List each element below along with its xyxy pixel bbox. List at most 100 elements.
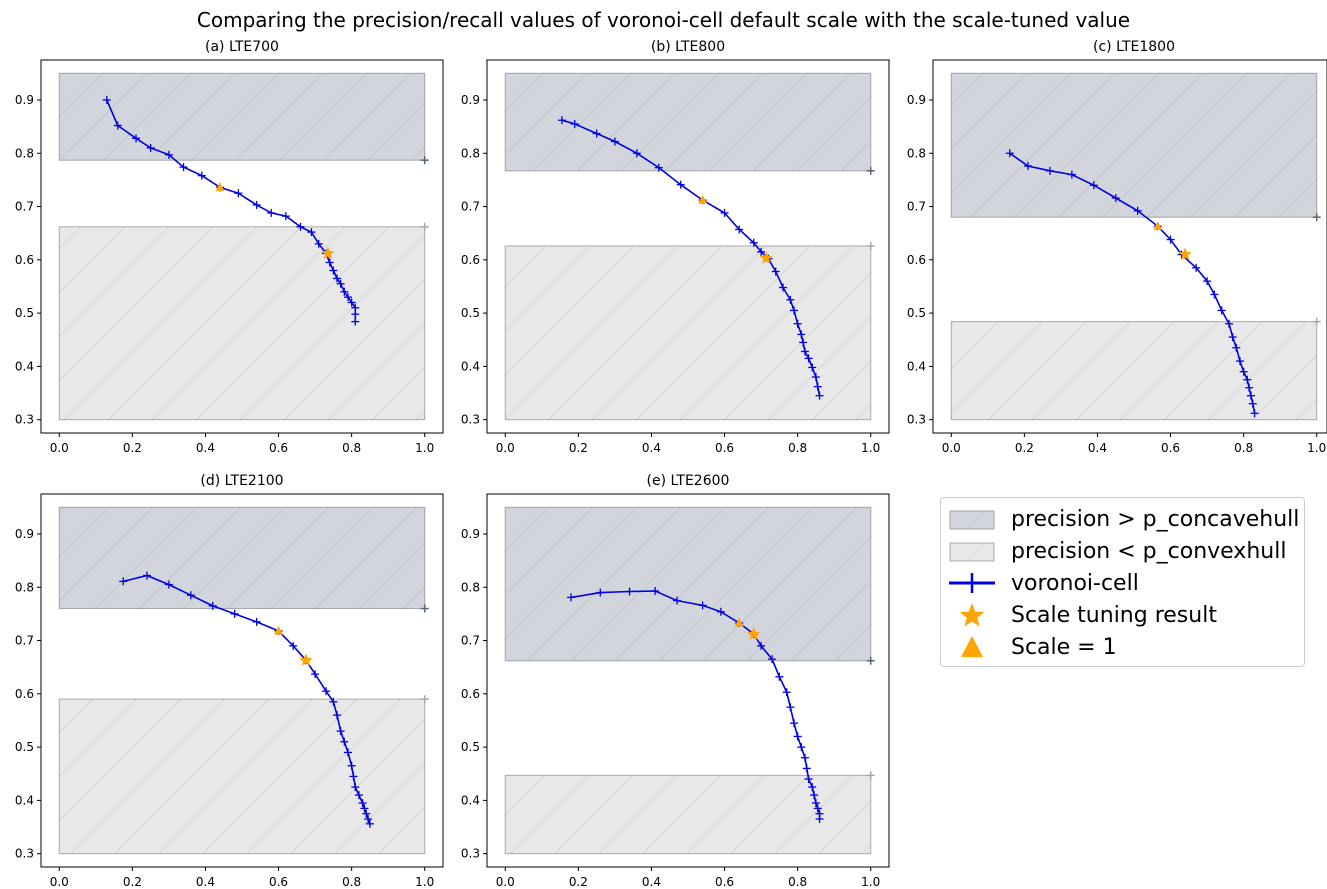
triangle-icon <box>949 632 995 662</box>
x-tick-label: 0.8 <box>788 875 807 889</box>
legend-item-scale-tuning: Scale tuning result <box>949 600 1217 630</box>
data-point <box>1089 181 1098 190</box>
data-point <box>1225 319 1234 328</box>
data-point <box>351 783 360 792</box>
plot-area <box>58 506 429 855</box>
data-point <box>720 208 729 217</box>
convex-hull-marker <box>420 222 429 231</box>
scale-tuning-marker <box>747 627 761 640</box>
subplot-title: (b) LTE800 <box>651 39 725 55</box>
data-point <box>1243 375 1252 384</box>
x-tick-label: 1.0 <box>1307 441 1326 455</box>
subplot-title: (d) LTE2100 <box>200 473 283 489</box>
data-point <box>811 799 820 808</box>
data-point <box>252 200 261 209</box>
figure-title: Comparing the precision/recall values of… <box>196 8 1131 32</box>
legend-item-scale-one: Scale = 1 <box>949 632 1117 662</box>
data-point <box>775 672 784 681</box>
data-point <box>1228 333 1237 342</box>
data-point <box>782 688 791 697</box>
x-tick-label: 0.0 <box>50 441 69 455</box>
scale-one-marker <box>274 625 284 635</box>
x-tick-label: 0.8 <box>1234 441 1253 455</box>
data-point <box>314 239 323 248</box>
y-tick-label: 0.7 <box>461 634 480 648</box>
concave-region <box>504 72 872 172</box>
y-tick-label: 0.7 <box>15 634 34 648</box>
data-point <box>325 258 334 267</box>
subplot-4: (d) LTE2100 0.0 0.2 0.4 0.6 0.8 1.0 0.3 0.4 0.5 0.… <box>15 473 444 889</box>
legend-label: precision > p_concavehull <box>1011 506 1300 532</box>
x-tick-label: 0.8 <box>788 441 807 455</box>
data-point <box>347 761 356 770</box>
scale-one-marker <box>698 195 708 204</box>
data-point <box>1232 343 1241 352</box>
legend: precision > p_concavehull precision < p_… <box>940 497 1305 667</box>
data-point <box>230 609 239 618</box>
data-point <box>365 819 374 828</box>
data-point <box>789 719 798 728</box>
data-point <box>364 815 373 824</box>
data-point <box>757 247 766 256</box>
data-point <box>804 354 813 363</box>
data-point <box>267 208 276 217</box>
data-point <box>347 298 356 307</box>
y-tick-label: 0.9 <box>15 527 34 541</box>
data-point <box>789 306 798 315</box>
y-tick-label: 0.8 <box>907 146 926 160</box>
y-tick-label: 0.4 <box>907 359 926 373</box>
data-point <box>815 391 824 400</box>
convex-hull-marker <box>866 241 875 250</box>
convex-region <box>58 698 426 855</box>
data-point <box>800 753 809 762</box>
data-point <box>625 587 634 596</box>
data-point <box>197 171 206 180</box>
data-point <box>340 287 349 296</box>
x-tick-label: 0.6 <box>715 875 734 889</box>
x-tick-label: 1.0 <box>415 875 434 889</box>
data-point <box>333 274 342 283</box>
data-point <box>673 596 682 605</box>
x-tick-label: 0.4 <box>1088 441 1107 455</box>
data-point <box>786 703 795 712</box>
concave-region <box>58 72 426 161</box>
x-tick-label: 0.0 <box>50 875 69 889</box>
data-point <box>362 809 371 818</box>
subplot-5: (e) LTE2600 0.0 0.2 0.4 0.6 0.8 1.0 0.3 0.4 0.5 0.… <box>461 473 890 889</box>
legend-label: voronoi-cell <box>1011 570 1139 596</box>
legend-item-convex: precision < p_convexhull <box>949 536 1286 566</box>
data-point <box>557 116 566 125</box>
y-tick-label: 0.9 <box>461 93 480 107</box>
data-point <box>179 163 188 172</box>
y-tick-label: 0.6 <box>15 253 34 267</box>
data-point <box>142 571 151 580</box>
data-point <box>651 586 660 595</box>
x-tick-label: 0.2 <box>569 441 588 455</box>
concave-region <box>950 72 1318 218</box>
axes-frame <box>40 59 444 434</box>
y-tick-label: 0.4 <box>15 359 34 373</box>
data-point <box>119 577 128 586</box>
x-tick-label: 0.6 <box>715 441 734 455</box>
concave-area-swatch-icon <box>949 504 995 534</box>
data-point <box>749 238 758 247</box>
axes-frame <box>486 59 890 434</box>
data-point <box>358 799 367 808</box>
scale-tuning-marker <box>299 653 313 666</box>
x-tick-label: 0.4 <box>642 875 661 889</box>
legend-item-concave: precision > p_concavehull <box>949 504 1299 534</box>
data-point <box>793 319 802 328</box>
y-tick-label: 0.4 <box>461 793 480 807</box>
y-tick-label: 0.3 <box>15 413 34 427</box>
scale-tuning-marker <box>1178 247 1192 261</box>
x-tick-label: 0.0 <box>496 875 515 889</box>
data-point <box>676 180 685 189</box>
convex-hull-marker <box>420 695 429 704</box>
data-point <box>113 121 122 130</box>
x-tick-label: 0.6 <box>269 875 288 889</box>
convex-hull-marker <box>866 771 875 780</box>
y-tick-label: 0.9 <box>907 93 926 107</box>
data-point <box>799 338 808 347</box>
y-tick-label: 0.7 <box>461 200 480 214</box>
axes-frame <box>932 59 1327 434</box>
